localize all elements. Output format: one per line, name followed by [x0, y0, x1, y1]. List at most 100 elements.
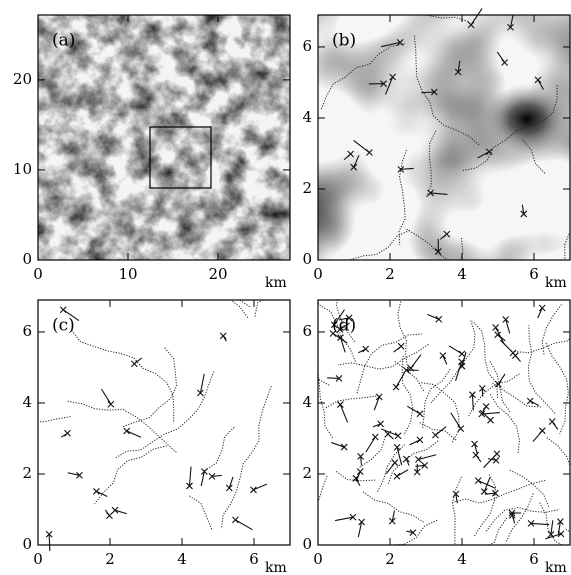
vector [67, 472, 80, 476]
x-tick-label: 4 [457, 265, 467, 283]
vector [509, 14, 514, 28]
panel-frame [37, 14, 291, 261]
contour [114, 371, 215, 459]
cross-mark [337, 334, 344, 341]
vector [484, 492, 496, 495]
cross-mark [111, 506, 119, 514]
contour [541, 304, 562, 356]
cross-mark [492, 324, 500, 331]
vector [531, 522, 550, 526]
cross-mark [432, 431, 439, 439]
contour [146, 299, 249, 318]
vector [457, 60, 461, 73]
vector [409, 439, 421, 446]
vector [334, 516, 354, 522]
cross-mark [388, 517, 396, 525]
vector [481, 411, 500, 415]
contour [317, 299, 356, 362]
cross-mark [492, 457, 500, 464]
cross-mark [366, 149, 373, 156]
x-tick-label: 2 [385, 550, 395, 568]
y-tick-label: 4 [302, 108, 312, 126]
cross-mark [403, 366, 410, 374]
cross-mark [509, 349, 517, 357]
cross-mark [474, 477, 482, 485]
vector [511, 515, 516, 524]
vector [330, 441, 345, 448]
contour [221, 386, 272, 530]
cross-mark [350, 163, 358, 171]
axis-unit: km [265, 275, 287, 291]
x-tick-label: 10 [118, 265, 137, 283]
cross-mark [347, 150, 355, 158]
cross-mark [413, 468, 421, 476]
contour [143, 299, 251, 308]
contour [489, 361, 511, 413]
contour [362, 491, 425, 524]
cross-mark [548, 418, 556, 426]
x-tick-label: 2 [105, 550, 115, 568]
cross-mark [345, 314, 353, 322]
vector [339, 337, 346, 353]
cross-mark [380, 80, 387, 88]
cross-mark [502, 316, 510, 323]
field-image [318, 15, 570, 260]
vector [505, 319, 511, 334]
cross-mark [508, 509, 516, 517]
contour [337, 343, 429, 370]
x-tick-label: 0 [33, 265, 43, 283]
cross-mark [107, 400, 115, 408]
contour [505, 493, 534, 543]
contour [485, 506, 560, 532]
y-tick-label: 0 [22, 250, 32, 268]
cross-mark [452, 490, 460, 498]
cross-mark [356, 468, 364, 476]
y-tick-label: 2 [302, 179, 312, 197]
cross-mark [427, 189, 434, 197]
cross-mark [393, 472, 401, 480]
cross-mark [92, 487, 100, 495]
vector [391, 510, 395, 522]
vector [200, 471, 205, 487]
cross-mark [478, 385, 486, 392]
cross-mark [200, 468, 208, 475]
contour [430, 320, 476, 404]
cross-mark [358, 518, 366, 526]
x-tick-label: 4 [457, 550, 467, 568]
cross-mark [471, 440, 478, 448]
cross-mark [340, 443, 348, 451]
cross-mark [391, 459, 399, 467]
vector [471, 394, 474, 411]
vector [537, 307, 543, 319]
cross-mark [336, 401, 344, 408]
contour [509, 469, 550, 508]
vector [339, 404, 349, 423]
x-tick-label: 4 [177, 550, 187, 568]
vector [360, 456, 363, 466]
vector [199, 373, 205, 394]
contour [94, 445, 167, 505]
contour [565, 528, 571, 545]
vector [48, 534, 51, 552]
axis-unit: km [545, 560, 567, 575]
cloud-image [38, 15, 290, 260]
contour [317, 365, 330, 386]
vector [357, 521, 363, 538]
y-tick-label: 4 [22, 393, 32, 411]
vector [188, 466, 192, 486]
contour [545, 342, 569, 435]
vector [557, 521, 561, 535]
vector [455, 493, 458, 504]
cross-mark [467, 21, 475, 29]
vector [211, 474, 222, 477]
contour [204, 426, 236, 472]
panel-label: (d) [332, 316, 356, 336]
y-tick-label: 6 [302, 37, 312, 55]
x-tick-label: 0 [313, 265, 323, 283]
cross-mark [526, 397, 534, 405]
y-tick-label: 0 [302, 250, 312, 268]
vector [381, 428, 399, 437]
contour [452, 480, 546, 504]
cross-mark [478, 410, 486, 418]
